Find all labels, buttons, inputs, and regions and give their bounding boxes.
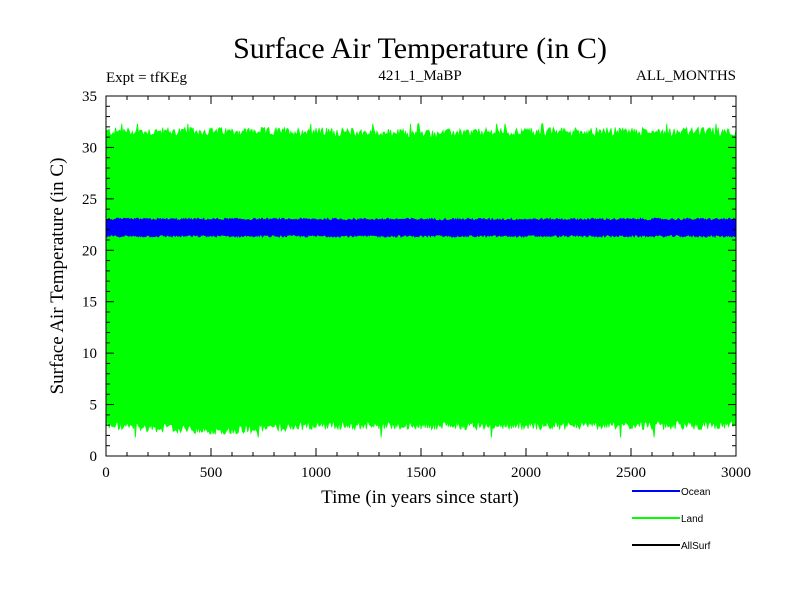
x-axis: 0 500 1000 1500 2000 2500 3000 <box>102 96 751 481</box>
legend-label-land: Land <box>681 514 703 525</box>
x-tick-label: 1500 <box>406 465 436 481</box>
x-tick-label: 2500 <box>616 465 646 481</box>
y-tick-label: 25 <box>82 192 97 208</box>
y-tick-label: 5 <box>90 398 98 414</box>
x-tick-label: 500 <box>200 465 223 481</box>
legend: Ocean Land AllSurf <box>632 487 711 552</box>
y-tick-label: 0 <box>90 449 98 465</box>
run-label: 421_1_MaBP <box>378 68 461 84</box>
legend-label-ocean: Ocean <box>681 487 710 498</box>
plot-series-group <box>106 123 736 438</box>
x-axis-label: Time (in years since start) <box>321 487 519 508</box>
months-label: ALL_MONTHS <box>636 68 736 84</box>
x-tick-label: 1000 <box>301 465 331 481</box>
y-axis-label: Surface Air Temperature (in C) <box>47 158 68 395</box>
y-tick-label: 15 <box>82 295 97 311</box>
y-tick-label: 30 <box>82 140 97 156</box>
series-ocean <box>106 217 736 239</box>
experiment-label: Expt = tfKEg <box>106 70 187 86</box>
x-tick-label: 2000 <box>511 465 541 481</box>
legend-label-allsurf: AllSurf <box>681 541 711 552</box>
chart-title: Surface Air Temperature (in C) <box>233 32 607 65</box>
x-tick-label: 3000 <box>721 465 751 481</box>
y-axis: 0 5 10 15 20 25 30 35 <box>82 89 736 465</box>
y-tick-label: 20 <box>82 243 97 259</box>
y-tick-label: 35 <box>82 89 97 105</box>
y-tick-label: 10 <box>82 346 97 362</box>
series-land <box>106 123 736 438</box>
x-tick-label: 0 <box>102 465 110 481</box>
